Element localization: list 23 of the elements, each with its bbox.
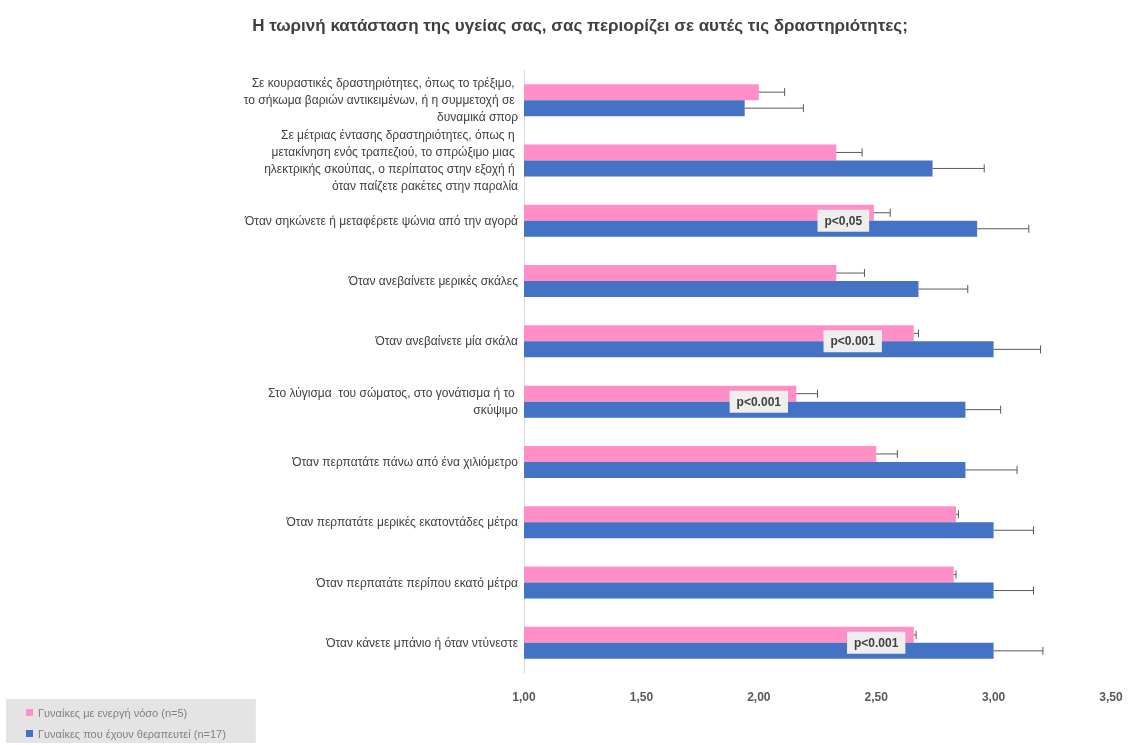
x-tick-label: 2,50 [864, 690, 889, 704]
x-tick-label: 3,00 [981, 690, 1006, 704]
y-tick-label: Όταν περπατάτε πάνω από ένα χιλιόμετρο [291, 454, 519, 469]
y-tick-label: Στο λύγισμα του σώματος, στο γονάτισμα ή το σκύψιμο [268, 386, 519, 418]
legend-label: Γυναίκες που έχουν θεραπευτεί (n=17) [38, 727, 226, 740]
y-tick-label: Όταν ανεβαίνετε μερικές σκάλες [347, 274, 519, 289]
y-tick-label: Όταν περπατάτε περίπου εκατό μέτρα [315, 575, 519, 590]
annotation: p<0.001 [830, 334, 876, 349]
annotation: p<0,05 [824, 213, 863, 228]
x-tick-label: 1,00 [512, 690, 536, 704]
y-tick-label: Σε κουραστικές δραστηριότητες, όπως το τρέξιμο, το σήκωμα βαριών αντικειμένων, ή η συμμετοχή σε δυναμικά σπορ [243, 76, 519, 125]
x-tick-label: 3,50 [1099, 690, 1123, 704]
y-tick-label: Όταν σηκώνετε ή μεταφέρετε ψώνια από την αγορά [244, 213, 519, 228]
y-tick-label: Σε μέτριας έντασης δραστηριότητες, όπως η μετακίνηση ενός τραπεζιού, το σπρώξιμο μιας ηλεκτρικής σκούπας, ο περίπατος στην εξοχή ή όταν παίζετε ρακέτες στην παραλία [264, 127, 519, 193]
x-tick-label: 1,50 [629, 690, 654, 704]
y-tick-label: Όταν κάνετε μπάνιο ή όταν ντύνεστε [325, 635, 519, 650]
y-tick-label: Όταν ανεβαίνετε μία σκάλα [374, 334, 519, 349]
annotation: p<0.001 [736, 394, 782, 409]
y-tick-label: Όταν περπατάτε μερικές εκατοντάδες μέτρα [285, 515, 519, 530]
legend-label: Γυναίκες με ενεργή νόσο (n=5) [38, 706, 188, 719]
annotation: p<0.001 [854, 635, 899, 650]
x-tick-label: 2,00 [747, 690, 771, 704]
chart-title: Η τωρινή κατάσταση της υγείας σας, σας περιορίζει σε αυτές τις δραστηριότητες; [252, 16, 908, 35]
